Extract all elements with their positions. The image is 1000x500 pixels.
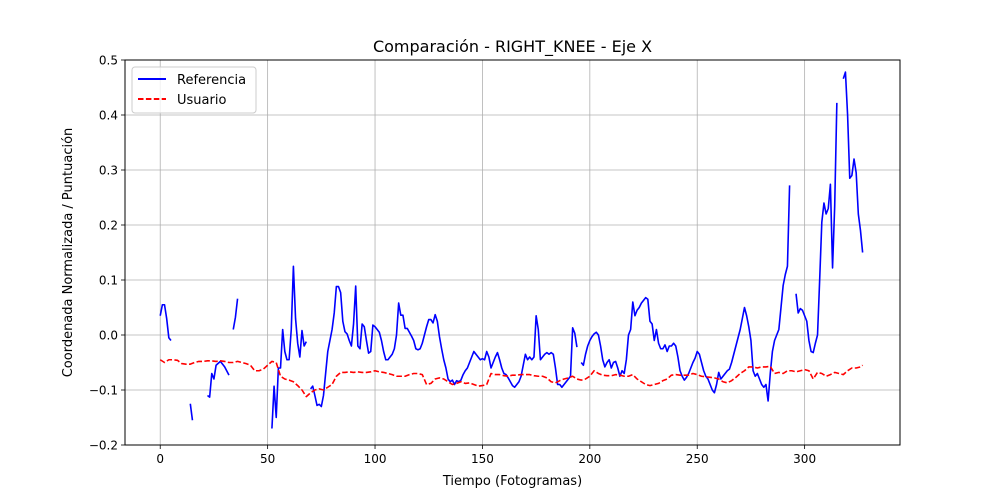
y-tick-label: 0.4 <box>99 109 118 123</box>
x-tick-label: 300 <box>793 452 816 466</box>
legend: Referencia Usuario <box>131 66 257 114</box>
y-tick-label: −0.2 <box>89 439 118 453</box>
series-line-usuario <box>159 358 864 398</box>
y-tick-label: 0.0 <box>99 329 118 343</box>
series-line-referencia <box>580 185 791 402</box>
x-tick-label: 250 <box>686 452 709 466</box>
legend-label-usuario: Usuario <box>177 93 226 108</box>
y-axis-ticks: −0.2 −0.1 0.0 0.1 0.2 0.3 0.4 0.5 <box>89 54 125 453</box>
y-tick-label: 0.2 <box>99 219 118 233</box>
x-tick-label: 100 <box>364 452 387 466</box>
series-line-referencia <box>232 298 239 330</box>
series-layer <box>159 71 864 429</box>
series-line-referencia <box>795 102 838 354</box>
y-axis-label: Coordenada Normalizada / Puntuación <box>61 128 76 378</box>
chart-title: Comparación - RIGHT_KNEE - Eje X <box>373 37 652 57</box>
series-line-referencia <box>159 303 172 341</box>
series-referencia <box>159 71 864 429</box>
x-tick-label: 0 <box>156 452 164 466</box>
x-tick-label: 200 <box>578 452 601 466</box>
y-tick-label: 0.5 <box>99 54 118 68</box>
x-axis-ticks: 0 50 100 150 200 250 300 <box>156 445 816 466</box>
x-tick-label: 150 <box>471 452 494 466</box>
x-axis-label: Tiempo (Fotogramas) <box>442 474 582 489</box>
series-line-referencia <box>206 360 230 398</box>
y-tick-label: −0.1 <box>89 384 118 398</box>
series-line-referencia <box>842 71 864 253</box>
y-tick-label: 0.3 <box>99 164 118 178</box>
plot-frame <box>124 59 901 446</box>
y-tick-label: 0.1 <box>99 274 118 288</box>
series-line-referencia <box>189 403 194 421</box>
legend-label-referencia: Referencia <box>177 73 246 88</box>
series-usuario <box>159 358 864 398</box>
series-line-referencia <box>309 285 578 408</box>
series-line-referencia <box>271 265 308 429</box>
x-tick-label: 50 <box>260 452 275 466</box>
